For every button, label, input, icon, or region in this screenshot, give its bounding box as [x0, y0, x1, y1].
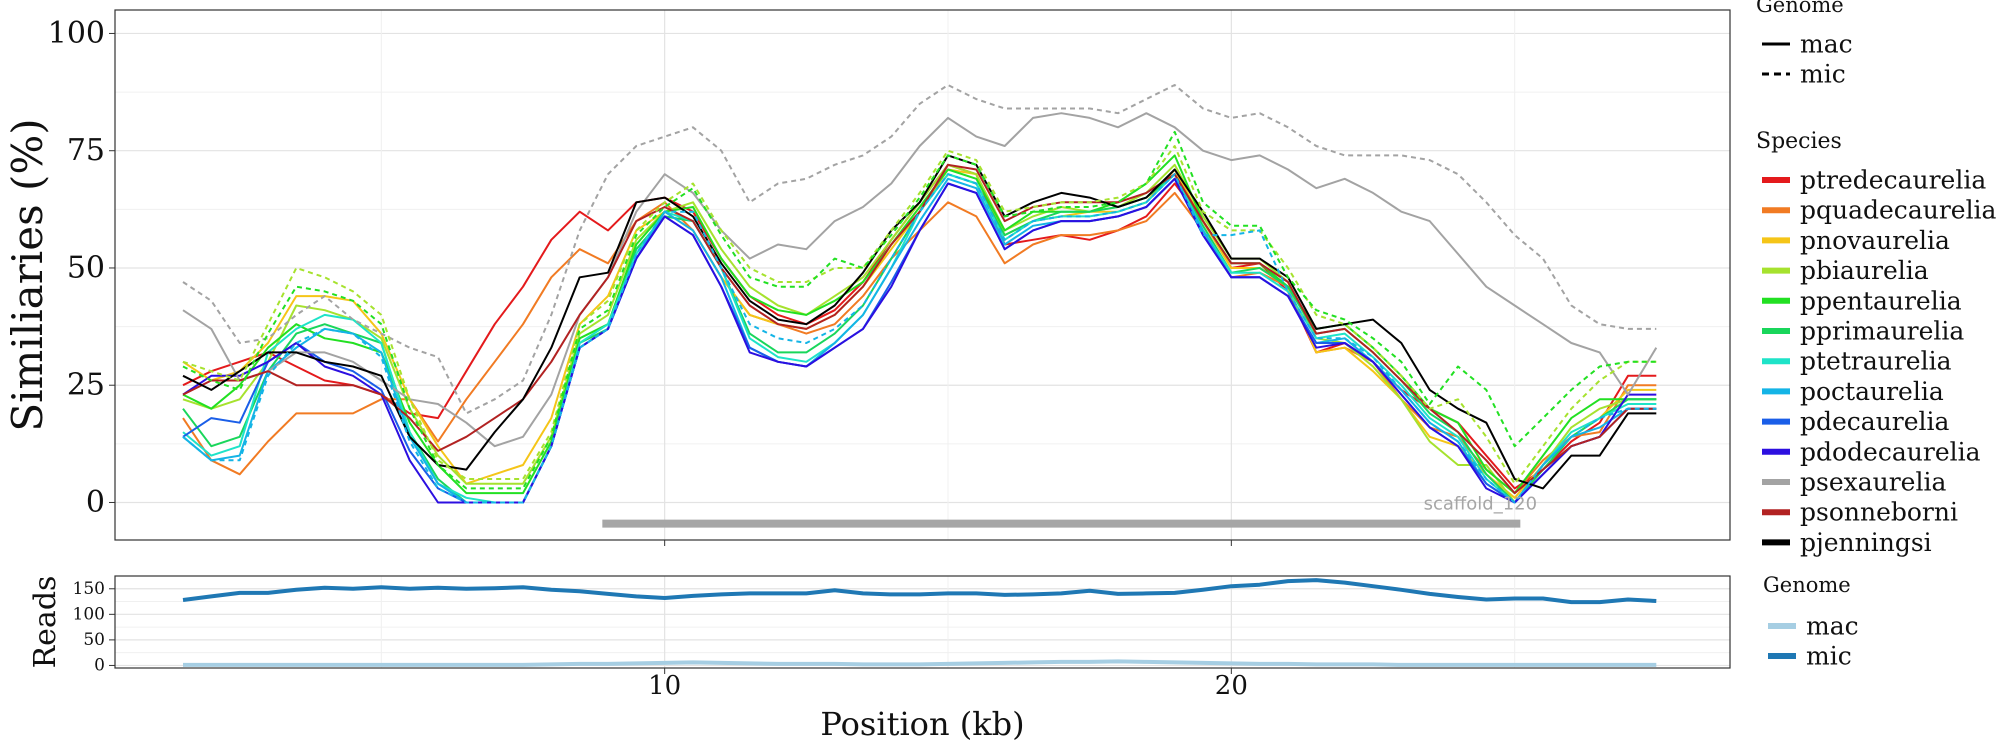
similarity-ytick-label: 0 [86, 485, 105, 520]
series-line-pdodecaurelia-mac [182, 177, 1657, 504]
legend-genome-label-mac: mac [1800, 30, 1853, 59]
legend-species-label-poctaurelia: poctaurelia [1800, 377, 1944, 406]
similarity-ytick-label: 75 [67, 133, 105, 168]
series-line-pjenningsi-mac [182, 154, 1657, 490]
series-line-pbiaurelia-mic [182, 145, 1657, 485]
series-line-poctaurelia-mic [182, 173, 1657, 504]
legend-species-label-pquadecaurelia: pquadecaurelia [1800, 196, 1997, 225]
legend-species-label-pprimaurelia: pprimaurelia [1800, 317, 1964, 346]
reads-panel: 0 50 100 150 Reads 10 20 Position (kb) [28, 575, 1731, 743]
similarity-ytick-label: 50 [67, 250, 105, 285]
reads-ytick-label: 150 [73, 579, 105, 599]
legend-species-label-psexaurelia: psexaurelia [1800, 468, 1946, 497]
reads-legend-label-mic: mic [1806, 642, 1852, 671]
reads-ytick-label: 50 [83, 630, 105, 650]
legend-species-label-psonneborni: psonneborni [1800, 498, 1958, 527]
legend-species-label-ptredecaurelia: ptredecaurelia [1800, 166, 1986, 195]
similarity-panel: 0 25 50 75 100 scaffold_120 Similiaries (%) [3, 9, 1731, 546]
series-line-psexaurelia-mac [182, 112, 1658, 448]
reads-ytick-label: 100 [73, 604, 105, 624]
legend-species-label-pdodecaurelia: pdodecaurelia [1800, 437, 1981, 466]
reads-xtick-label: 20 [1215, 671, 1248, 701]
legend-species-label-ppentaurelia: ppentaurelia [1800, 286, 1962, 315]
legend-species-label-pbiaurelia: pbiaurelia [1800, 256, 1929, 285]
similarity-ytick-label: 25 [67, 368, 105, 403]
reads-panel-border [114, 575, 1731, 669]
legend-species-label-pdecaurelia: pdecaurelia [1800, 407, 1950, 436]
similarity-panel-border [114, 9, 1731, 541]
reads-y-axis-title: Reads [28, 576, 63, 669]
scaffold-label: scaffold_120 [1424, 494, 1538, 515]
legend-genome-title: Genome [1756, 0, 1844, 17]
similarity-y-axis-title: Similiaries (%) [3, 118, 52, 431]
series-line-ppentaurelia-mic [182, 130, 1657, 490]
reads-legend-label-mac: mac [1806, 612, 1859, 641]
reads-xtick-label: 10 [648, 671, 681, 701]
reads-ytick-label: 0 [94, 655, 105, 675]
x-axis-title: Position (kb) [820, 705, 1024, 743]
series-line-psexaurelia-mic [182, 84, 1657, 415]
legend-species-label-pnovaurelia: pnovaurelia [1800, 226, 1950, 255]
reads-line-mic [182, 578, 1657, 605]
similarity-ytick-label: 100 [48, 16, 105, 51]
reads-line-mac [183, 659, 1657, 667]
legend-species-title: Species [1756, 129, 1842, 154]
legend-genome-label-mic: mic [1800, 60, 1846, 89]
legend-species-label-pjenningsi: pjenningsi [1800, 528, 1932, 557]
reads-legend-title: Genome [1763, 573, 1851, 597]
legend-species-label-ptetraurelia: ptetraurelia [1800, 347, 1952, 376]
series-line-ppentaurelia-mac [182, 154, 1657, 495]
